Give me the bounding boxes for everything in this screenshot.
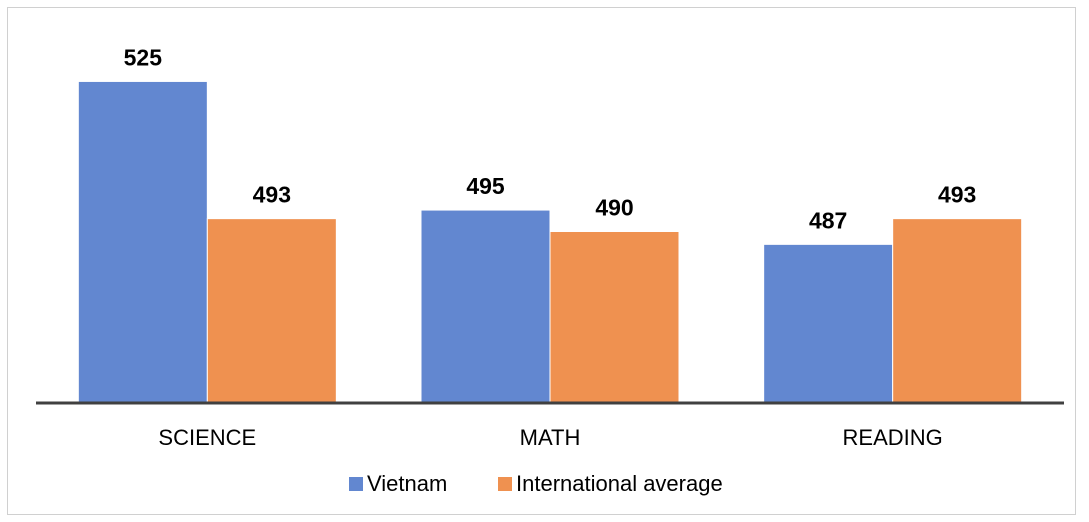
legend-label: Vietnam [367, 471, 447, 496]
category-label: READING [843, 425, 943, 450]
data-label: 493 [253, 182, 291, 208]
category-label: MATH [520, 425, 581, 450]
data-label: 495 [466, 173, 505, 199]
data-label: 493 [938, 182, 976, 208]
data-label: 487 [809, 207, 847, 233]
bars-layer [77, 80, 1023, 404]
bar-science-international-average [206, 218, 337, 404]
bar-reading-vietnam [763, 243, 894, 404]
legend: Vietnam International average [349, 471, 723, 496]
legend-swatch [349, 477, 363, 491]
category-labels-layer: SCIENCE MATH READING [158, 425, 942, 450]
bar-math-vietnam [420, 209, 551, 404]
legend-swatch [498, 477, 512, 491]
bar-science-vietnam [77, 80, 208, 404]
category-label: SCIENCE [158, 425, 256, 450]
legend-label: International average [516, 471, 723, 496]
data-label: 490 [595, 195, 633, 221]
data-labels-layer: 525 493 495 490 487 493 [124, 44, 977, 233]
data-label: 525 [124, 44, 163, 70]
bar-reading-international-average [892, 218, 1023, 404]
bar-math-international-average [549, 231, 680, 404]
